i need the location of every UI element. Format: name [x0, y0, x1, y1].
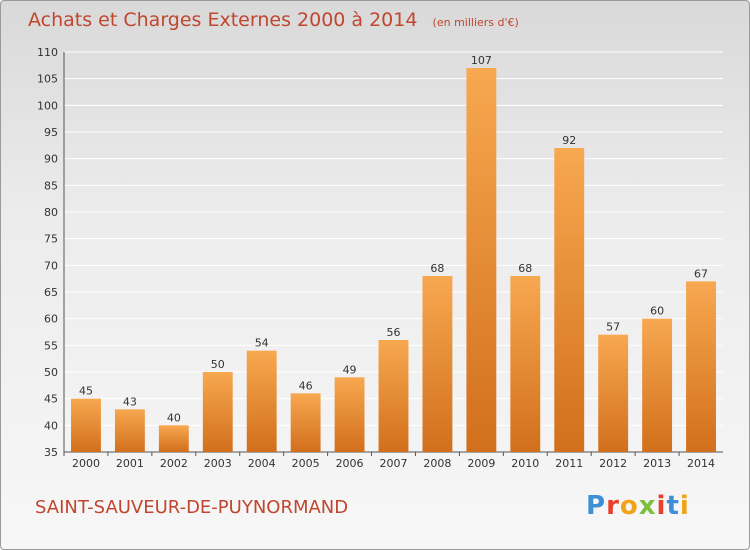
x-tick-label: 2013	[643, 457, 671, 470]
bar-2003	[202, 372, 233, 452]
y-tick-label: 95	[44, 126, 58, 139]
x-tick-label: 2009	[467, 457, 495, 470]
data-label: 46	[299, 379, 313, 392]
y-tick-label: 70	[44, 259, 58, 272]
data-label: 67	[694, 267, 708, 280]
chart-header: Achats et Charges Externes 2000 à 2014 (…	[28, 9, 519, 31]
x-tick-label: 2011	[555, 457, 583, 470]
data-label: 92	[562, 134, 576, 147]
logo-letter: x	[638, 491, 657, 521]
logo-letter: t	[666, 491, 680, 521]
data-label: 50	[211, 358, 225, 371]
data-labels: 45 43 40 50 54 46 49 56 68 107 68 92 57 60 67	[79, 54, 708, 424]
bar-2004	[246, 350, 277, 452]
logo-letter: i	[679, 491, 690, 521]
city-name: SAINT-SAUVEUR-DE-PUYNORMAND	[35, 497, 349, 518]
y-tick-label: 55	[44, 339, 58, 352]
y-tick-label: 75	[44, 233, 58, 246]
x-tick-label: 2010	[511, 457, 539, 470]
chart-title: Achats et Charges Externes 2000 à 2014	[28, 9, 418, 31]
data-label: 56	[387, 326, 401, 339]
bar-2005	[290, 393, 321, 452]
x-tick-label: 2002	[160, 457, 188, 470]
x-tick-label: 2005	[292, 457, 320, 470]
y-tick-label: 100	[37, 99, 58, 112]
bar-2009	[466, 68, 497, 452]
y-tick-label: 50	[44, 366, 58, 379]
y-tick-label: 35	[44, 446, 58, 459]
y-tick-label: 105	[37, 73, 58, 86]
data-label: 107	[471, 54, 492, 67]
bar-2000	[71, 398, 101, 452]
data-label: 45	[79, 385, 93, 398]
proxiti-logo: Proxiti	[586, 491, 690, 521]
bar-2013	[642, 318, 673, 452]
x-tick-label: 2001	[116, 457, 144, 470]
x-tick-label: 2008	[423, 457, 451, 470]
data-label: 68	[518, 262, 532, 275]
x-tick-label: 2004	[248, 457, 276, 470]
x-tick-label: 2014	[687, 457, 715, 470]
y-tick-label: 45	[44, 393, 58, 406]
logo-letter: P	[586, 491, 607, 521]
logo-letter: o	[619, 491, 639, 521]
bar-2012	[598, 334, 629, 452]
data-label: 43	[123, 395, 137, 408]
y-tick-label: 110	[37, 46, 58, 59]
x-tick-label: 2000	[72, 457, 100, 470]
data-label: 49	[343, 363, 357, 376]
bar-2002	[158, 425, 189, 452]
bar-2014	[686, 281, 716, 452]
y-tick-label: 60	[44, 313, 58, 326]
x-tick-label: 2003	[204, 457, 232, 470]
data-label: 57	[606, 321, 620, 334]
logo-letter: r	[606, 491, 620, 521]
x-tick-label: 2007	[380, 457, 408, 470]
x-tick-label: 2012	[599, 457, 627, 470]
bar-2007	[378, 340, 409, 452]
bar-2011	[554, 148, 585, 452]
y-tick-label: 65	[44, 286, 58, 299]
data-label: 40	[167, 411, 181, 424]
bar-2001	[114, 409, 145, 452]
y-tick-label: 90	[44, 153, 58, 166]
logo-letter: i	[656, 491, 667, 521]
chart-unit: (en milliers d'€)	[432, 16, 519, 29]
data-label: 68	[430, 262, 444, 275]
bar-2006	[334, 377, 365, 452]
tick-labels: 35 40 45 50 55 60 65 70 75 80 85 90 95 100 105 110 2000 2…	[37, 46, 715, 470]
y-tick-label: 80	[44, 206, 58, 219]
y-tick-label: 85	[44, 179, 58, 192]
bar-2010	[510, 276, 541, 452]
bars	[71, 68, 716, 452]
data-label: 60	[650, 305, 664, 318]
bar-2008	[422, 276, 453, 452]
y-tick-label: 40	[44, 419, 58, 432]
data-label: 54	[255, 337, 269, 350]
x-tick-label: 2006	[336, 457, 364, 470]
